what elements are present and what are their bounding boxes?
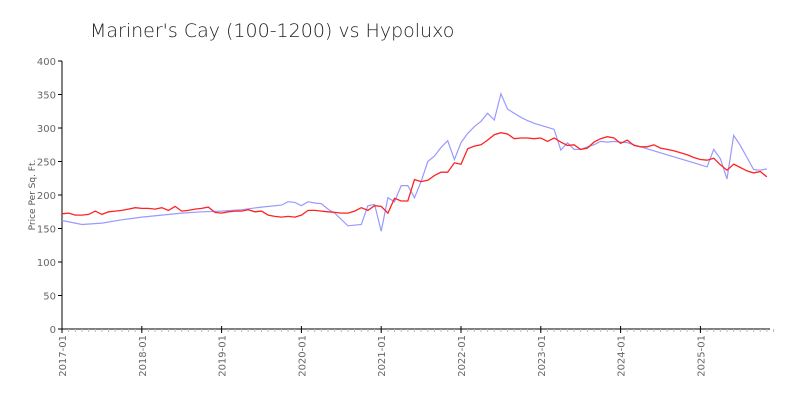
series-line-2 <box>61 132 768 218</box>
x-tick-label: 2018-01 <box>138 335 149 377</box>
x-tick-label: 2022-01 <box>457 335 468 377</box>
y-tick-label: 150 <box>37 225 56 236</box>
axes: 0 50 100 150 200 250 300 350 400 2017-01 2018-01 20… <box>37 57 775 377</box>
y-tick-label: 300 <box>37 124 56 135</box>
x-tick-label: 2025-01 <box>696 335 707 377</box>
series-lines <box>61 91 768 232</box>
x-tick-label: 2021-01 <box>377 335 388 377</box>
x-tick-label: 2024-01 <box>617 335 628 377</box>
y-tick-label: 50 <box>43 292 56 303</box>
x-tick-label: 2023-01 <box>537 335 548 377</box>
y-tick-label: 200 <box>37 191 56 202</box>
y-axis-label: Price Per Sq. Ft. <box>28 160 38 231</box>
series-line-1 <box>61 91 768 232</box>
y-tick-label: 0 <box>50 325 56 336</box>
y-tick-label: 100 <box>37 258 56 269</box>
y-tick-label: 350 <box>37 91 56 102</box>
y-tick-label: 400 <box>37 57 56 68</box>
x-tick-label: 2017-01 <box>58 335 69 377</box>
x-tick-label: 2019-01 <box>218 335 229 377</box>
chart-title: Mariner's Cay (100-1200) vs Hypoluxo <box>90 20 454 42</box>
x-tick-label: 2020-01 <box>297 335 308 377</box>
y-tick-label: 250 <box>37 158 56 169</box>
